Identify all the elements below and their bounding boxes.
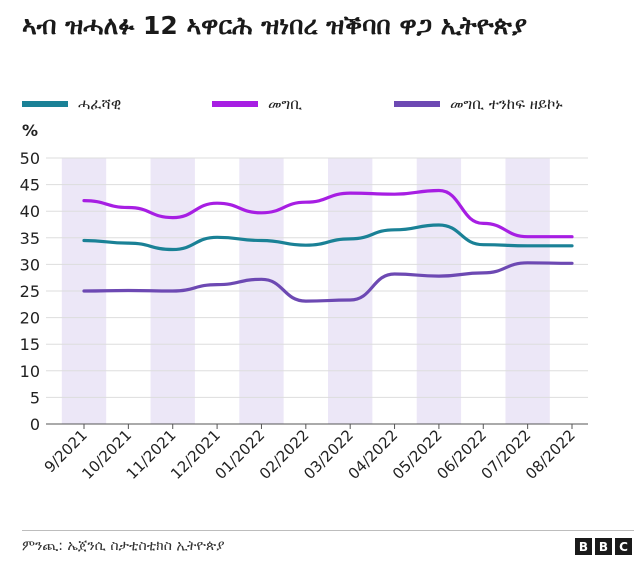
legend-swatch-general <box>22 101 68 107</box>
y-tick-label: 40 <box>20 202 40 221</box>
series-line-non-food <box>82 261 574 303</box>
y-tick-label: 50 <box>20 149 40 168</box>
legend-item-non-food: መግቢ ተንከፍ ዘይኮኑ <box>394 94 563 114</box>
series-line-general <box>82 223 574 252</box>
y-tick-label: 30 <box>20 255 40 274</box>
y-axis-unit-label: % <box>22 121 39 140</box>
bbc-logo: B B C <box>575 538 632 555</box>
source-note: ምንጪ: ኤጀንሲ ስታቲስቲክስ ኢትዮጵያ <box>22 538 225 554</box>
bbc-logo-letter: C <box>615 538 632 555</box>
y-tick-label: 15 <box>20 335 40 354</box>
y-tick-label: 5 <box>30 388 40 407</box>
chart-title: ኣብ ዝሓለፉ 12 ኣዋርሕ ዝነበረ ዝቕባበ ዋጋ ኢትዮጵያ <box>22 11 527 40</box>
chart-legend: ሓፈሻዊ መግቢ መግቢ ተንከፍ ዘይኮኑ <box>22 94 632 114</box>
footer-divider <box>22 530 634 531</box>
bbc-logo-letter: B <box>575 538 592 555</box>
legend-item-food: መግቢ <box>212 94 302 114</box>
y-tick-label: 0 <box>30 415 40 434</box>
legend-item-general: ሓፈሻዊ <box>22 94 121 114</box>
line-chart: 051015202530354045509/202110/202111/2021… <box>20 149 588 483</box>
bbc-logo-letter: B <box>595 538 612 555</box>
x-tick-label: 08/2022 <box>522 426 579 483</box>
legend-swatch-food <box>212 101 258 107</box>
legend-swatch-non-food <box>394 101 440 107</box>
y-tick-label: 25 <box>20 282 40 301</box>
y-tick-label: 35 <box>20 229 40 248</box>
series-line-food <box>82 188 574 239</box>
y-tick-label: 45 <box>20 176 40 195</box>
legend-label-food: መግቢ <box>268 95 303 113</box>
y-tick-label: 20 <box>20 309 40 328</box>
legend-label-general: ሓፈሻዊ <box>78 95 122 113</box>
y-tick-label: 10 <box>20 362 40 381</box>
legend-label-non-food: መግቢ ተንከፍ ዘይኮኑ <box>450 95 563 113</box>
